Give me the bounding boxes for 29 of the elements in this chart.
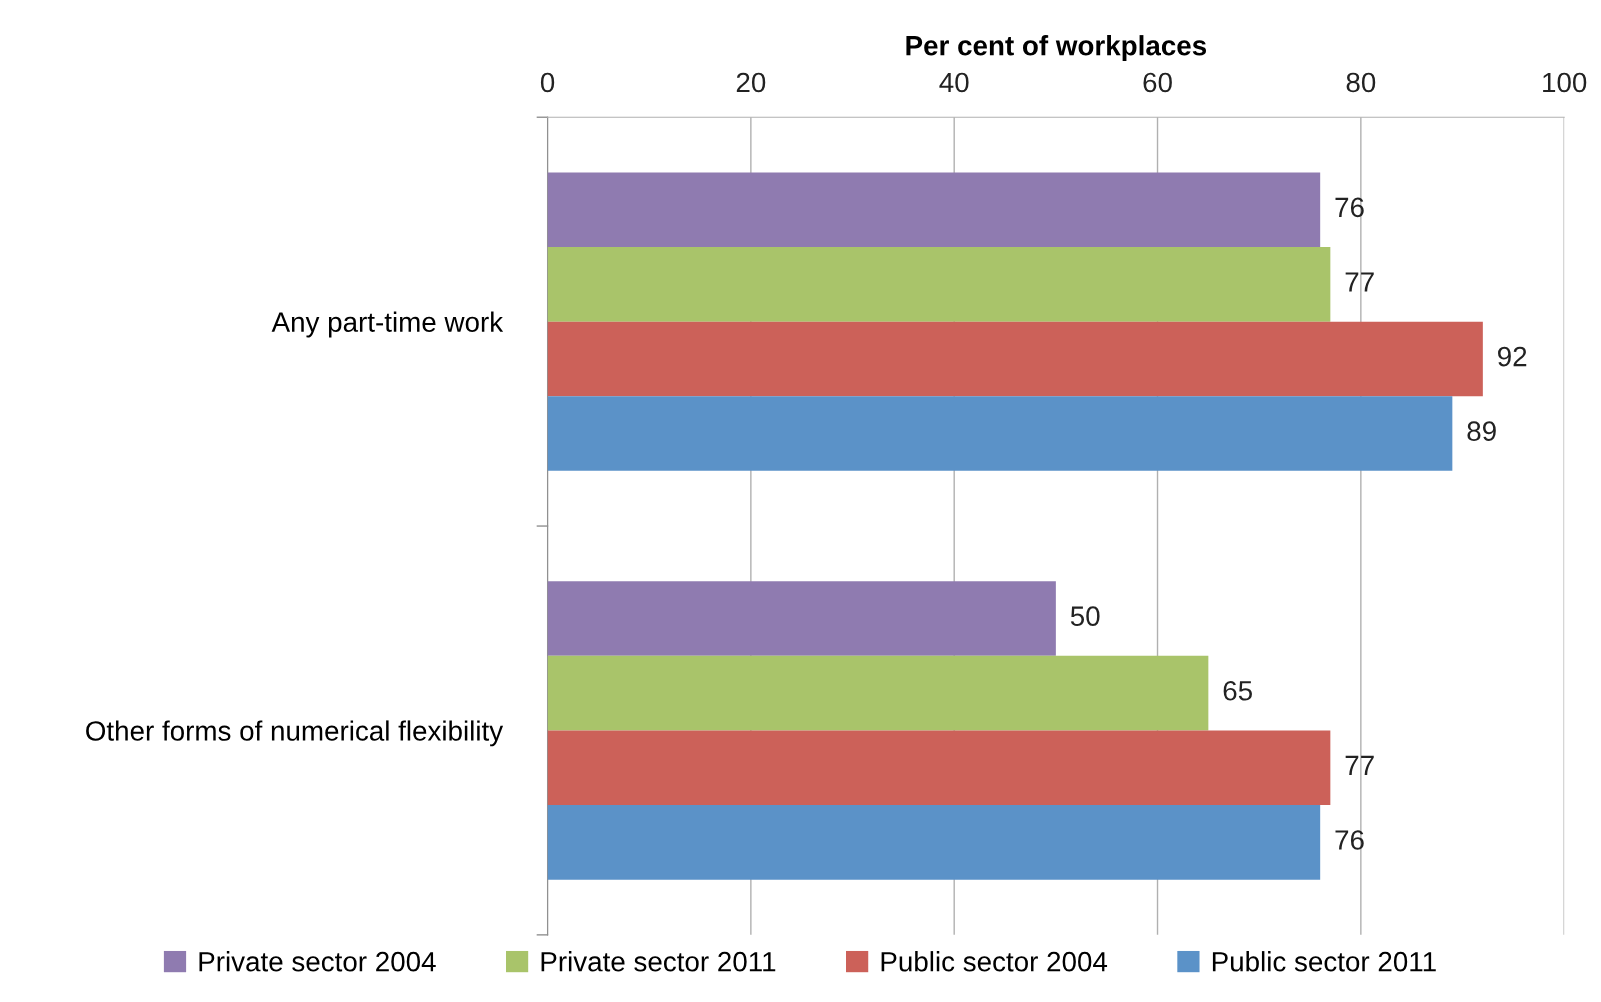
data-label: 77 xyxy=(1345,272,1374,292)
bar xyxy=(547,581,1056,656)
data-label: 77 xyxy=(1345,755,1374,775)
legend-label: Public sector 2004 xyxy=(881,951,1108,972)
legend-label: Private sector 2004 xyxy=(199,951,436,972)
x-tick-label: 40 xyxy=(939,72,969,93)
data-label: 65 xyxy=(1223,680,1252,701)
data-label: 76 xyxy=(1335,197,1364,218)
legend-label: Private sector 2011 xyxy=(541,951,776,972)
x-axis-title: Per cent of workplaces xyxy=(906,35,1207,61)
data-label: 50 xyxy=(1070,606,1100,626)
data-label: 92 xyxy=(1498,346,1527,367)
y-tick-label: Other forms of numerical flexibility xyxy=(86,720,504,747)
y-tick-label: Any part-time work xyxy=(271,311,504,338)
x-tick-label: 20 xyxy=(736,72,766,93)
bar xyxy=(547,655,1209,731)
bar xyxy=(547,172,1321,248)
bar xyxy=(547,396,1453,471)
x-tick-label: 0 xyxy=(540,72,555,93)
bar xyxy=(547,805,1321,880)
bar xyxy=(547,321,1483,397)
x-tick-label: 100 xyxy=(1543,72,1587,93)
bar xyxy=(547,247,1331,322)
data-label: 89 xyxy=(1467,421,1496,442)
x-tick-label: 60 xyxy=(1143,72,1172,93)
legend-label: Public sector 2011 xyxy=(1212,951,1436,972)
x-tick-label: 80 xyxy=(1346,72,1376,93)
data-label: 76 xyxy=(1335,830,1364,850)
bar xyxy=(547,730,1331,806)
